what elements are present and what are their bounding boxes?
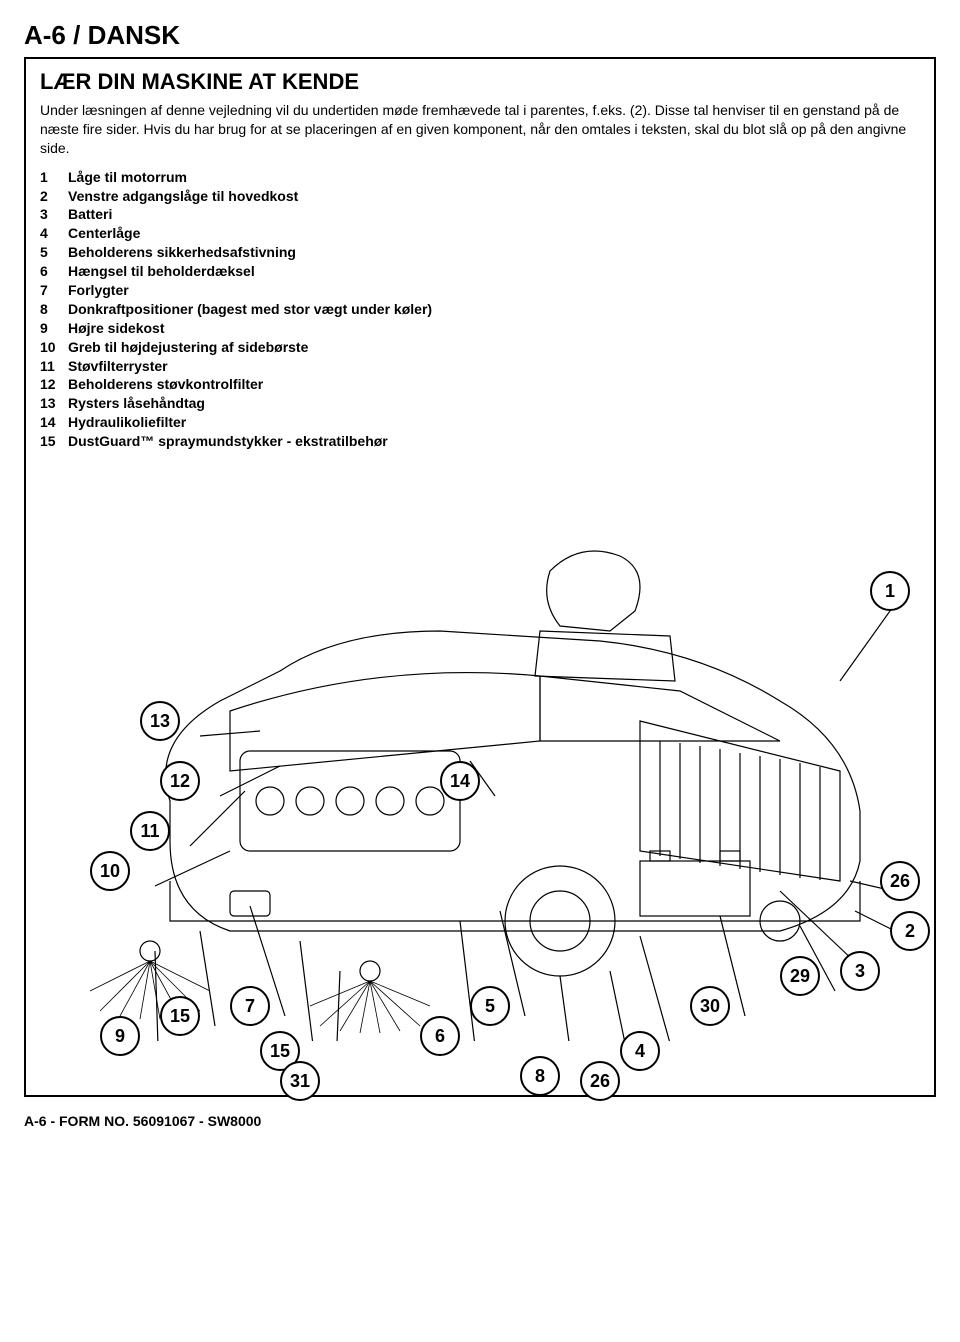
section-title: LÆR DIN MASKINE AT KENDE [40,69,920,95]
part-number: 8 [40,300,68,319]
parts-list: 1Låge til motorrum2Venstre adgangslåge t… [40,168,920,451]
part-number: 1 [40,168,68,187]
part-number: 9 [40,319,68,338]
part-label: Hængsel til beholderdæksel [68,262,255,281]
part-label: Højre sidekost [68,319,164,338]
part-label: Forlygter [68,281,129,300]
part-number: 12 [40,375,68,394]
parts-list-item: 14Hydraulikoliefilter [40,413,920,432]
part-number: 3 [40,205,68,224]
parts-list-item: 8Donkraftpositioner (bagest med stor væg… [40,300,920,319]
parts-list-item: 11Støvfilterryster [40,357,920,376]
diagram-callout: 6 [420,1016,460,1056]
part-label: Hydraulikoliefilter [68,413,186,432]
parts-list-item: 15DustGuard™ spraymundstykker - ekstrati… [40,432,920,451]
part-label: Rysters låsehåndtag [68,394,205,413]
parts-list-item: 3Batteri [40,205,920,224]
diagram-callout: 5 [470,986,510,1026]
diagram-callout: 4 [620,1031,660,1071]
parts-list-item: 12Beholderens støvkontrolfilter [40,375,920,394]
part-number: 6 [40,262,68,281]
parts-list-item: 13Rysters låsehåndtag [40,394,920,413]
part-number: 13 [40,394,68,413]
diagram-callout: 9 [100,1016,140,1056]
part-label: Beholderens sikkerhedsafstivning [68,243,296,262]
parts-list-item: 1Låge til motorrum [40,168,920,187]
diagram-callout: 8 [520,1056,560,1096]
diagram-callout: 30 [690,986,730,1026]
part-number: 7 [40,281,68,300]
part-label: Donkraftpositioner (bagest med stor vægt… [68,300,432,319]
diagram-callout: 13 [140,701,180,741]
part-label: Greb til højdejustering af sidebørste [68,338,308,357]
parts-list-item: 10Greb til højdejustering af sidebørste [40,338,920,357]
part-number: 2 [40,187,68,206]
diagram-callout: 11 [130,811,170,851]
part-label: Venstre adgangslåge til hovedkost [68,187,298,206]
part-number: 10 [40,338,68,357]
part-number: 11 [40,357,68,376]
diagram-callout: 3 [840,951,880,991]
diagram-callout: 10 [90,851,130,891]
diagram-callout: 26 [580,1061,620,1101]
part-label: Støvfilterryster [68,357,168,376]
parts-list-item: 4Centerlåge [40,224,920,243]
diagram-callout: 1 [870,571,910,611]
parts-list-item: 9Højre sidekost [40,319,920,338]
diagram-callout: 29 [780,956,820,996]
diagram-callout: 14 [440,761,480,801]
part-label: Låge til motorrum [68,168,187,187]
parts-list-item: 6Hængsel til beholderdæksel [40,262,920,281]
part-number: 4 [40,224,68,243]
part-number: 14 [40,413,68,432]
intro-paragraph: Under læsningen af denne vejledning vil … [40,101,920,158]
diagram-callout: 12 [160,761,200,801]
part-number: 15 [40,432,68,451]
part-label: Beholderens støvkontrolfilter [68,375,263,394]
parts-list-item: 2Venstre adgangslåge til hovedkost [40,187,920,206]
diagram-callout: 15 [160,996,200,1036]
page-header: A-6 / DANSK [24,20,936,51]
diagram-callout: 26 [880,861,920,901]
machine-diagram [80,481,900,1041]
content-box: LÆR DIN MASKINE AT KENDE Under læsningen… [24,57,936,1097]
diagram-area: 113121110142623293056715915318426 [40,461,920,1081]
page-footer: A-6 - FORM NO. 56091067 - SW8000 [24,1113,936,1129]
parts-list-item: 5Beholderens sikkerhedsafstivning [40,243,920,262]
diagram-callout: 7 [230,986,270,1026]
part-number: 5 [40,243,68,262]
parts-list-item: 7Forlygter [40,281,920,300]
diagram-callout: 31 [280,1061,320,1101]
part-label: Centerlåge [68,224,140,243]
diagram-callout: 2 [890,911,930,951]
part-label: Batteri [68,205,112,224]
part-label: DustGuard™ spraymundstykker - ekstratilb… [68,432,388,451]
